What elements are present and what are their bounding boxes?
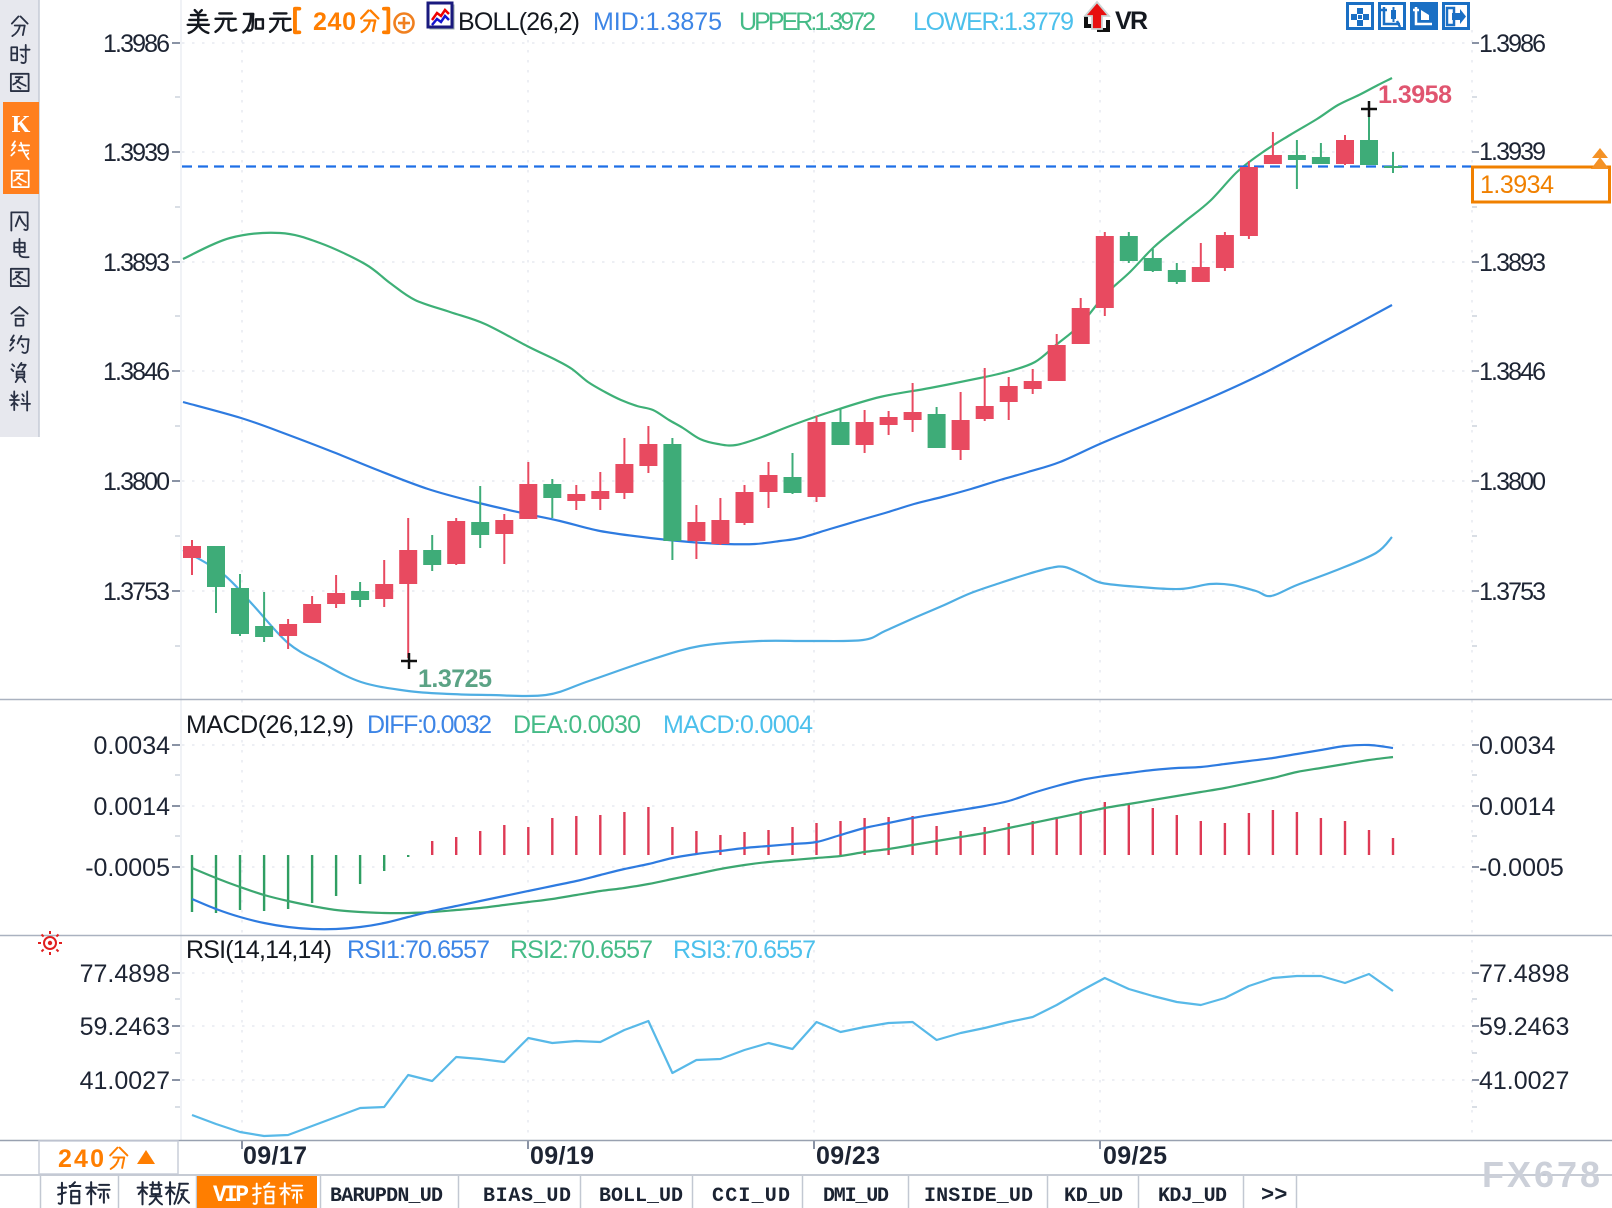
svg-text:240: 240 — [58, 1145, 104, 1173]
svg-text:1.3939: 1.3939 — [103, 139, 170, 167]
svg-text:240: 240 — [313, 8, 356, 36]
svg-text:59.2463: 59.2463 — [80, 1013, 170, 1041]
svg-text:BARUPDN_UD: BARUPDN_UD — [330, 1185, 443, 1208]
svg-text:1.3725: 1.3725 — [418, 665, 492, 693]
svg-text:KD_UD: KD_UD — [1064, 1185, 1123, 1208]
svg-text:09/25: 09/25 — [1103, 1142, 1167, 1170]
svg-text:41.0027: 41.0027 — [80, 1067, 170, 1095]
svg-text:41.0027: 41.0027 — [1479, 1067, 1569, 1095]
svg-text:INSIDE_UD: INSIDE_UD — [924, 1185, 1033, 1208]
svg-text:VR: VR — [1115, 7, 1148, 35]
svg-text:DEA:0.0030: DEA:0.0030 — [513, 711, 641, 739]
svg-text:1.3800: 1.3800 — [103, 468, 170, 496]
svg-text:1.3846: 1.3846 — [1479, 358, 1546, 386]
svg-text:1.3893: 1.3893 — [1479, 249, 1546, 277]
svg-text:77.4898: 77.4898 — [1479, 960, 1569, 988]
svg-text:0.0034: 0.0034 — [94, 732, 171, 760]
svg-text:UPPER:1.3972: UPPER:1.3972 — [739, 8, 876, 36]
svg-text:MACD:0.0004: MACD:0.0004 — [663, 711, 813, 739]
svg-text:09/17: 09/17 — [243, 1142, 307, 1170]
svg-text:DIFF:0.0032: DIFF:0.0032 — [367, 711, 492, 739]
svg-text:K: K — [12, 112, 31, 138]
svg-text:1.3958: 1.3958 — [1378, 81, 1452, 109]
svg-text:DMI_UD: DMI_UD — [823, 1185, 889, 1208]
svg-text:1.3846: 1.3846 — [103, 358, 170, 386]
svg-text:59.2463: 59.2463 — [1479, 1013, 1569, 1041]
svg-text:>>: >> — [1261, 1183, 1287, 1208]
svg-text:VIP: VIP — [213, 1182, 249, 1208]
svg-text:FX678: FX678 — [1482, 1154, 1603, 1195]
svg-text:1.3986: 1.3986 — [1479, 30, 1546, 58]
svg-text:KDJ_UD: KDJ_UD — [1158, 1185, 1227, 1208]
svg-text:RSI2:70.6557: RSI2:70.6557 — [510, 936, 653, 964]
svg-text:09/23: 09/23 — [816, 1142, 880, 1170]
svg-text:1.3753: 1.3753 — [103, 578, 170, 606]
svg-text:1.3934: 1.3934 — [1480, 171, 1554, 199]
svg-text:-0.0005: -0.0005 — [85, 854, 170, 882]
svg-text:-0.0005: -0.0005 — [1479, 854, 1564, 882]
svg-text:1.3753: 1.3753 — [1479, 578, 1546, 606]
svg-text:MACD(26,12,9): MACD(26,12,9) — [186, 711, 354, 739]
svg-text:0.0034: 0.0034 — [1479, 732, 1556, 760]
svg-text:BOLL_UD: BOLL_UD — [599, 1185, 683, 1208]
svg-text:1.3939: 1.3939 — [1479, 138, 1546, 166]
svg-text:MID:1.3875: MID:1.3875 — [593, 8, 722, 36]
svg-text:1.3800: 1.3800 — [1479, 468, 1546, 496]
svg-text:RSI(14,14,14): RSI(14,14,14) — [186, 936, 332, 964]
svg-text:09/19: 09/19 — [530, 1142, 594, 1170]
svg-text:1.3893: 1.3893 — [103, 249, 170, 277]
svg-text:77.4898: 77.4898 — [80, 960, 170, 988]
svg-text:BOLL(26,2): BOLL(26,2) — [458, 8, 580, 36]
svg-text:0.0014: 0.0014 — [1479, 793, 1556, 821]
svg-text:RSI1:70.6557: RSI1:70.6557 — [347, 936, 490, 964]
svg-text:CCI_UD: CCI_UD — [712, 1185, 790, 1208]
svg-text:1.3986: 1.3986 — [103, 30, 170, 58]
svg-text:RSI3:70.6557: RSI3:70.6557 — [673, 936, 816, 964]
svg-text:0.0014: 0.0014 — [94, 793, 171, 821]
svg-text:BIAS_UD: BIAS_UD — [483, 1185, 571, 1208]
svg-text:LOWER:1.3779: LOWER:1.3779 — [913, 8, 1074, 36]
